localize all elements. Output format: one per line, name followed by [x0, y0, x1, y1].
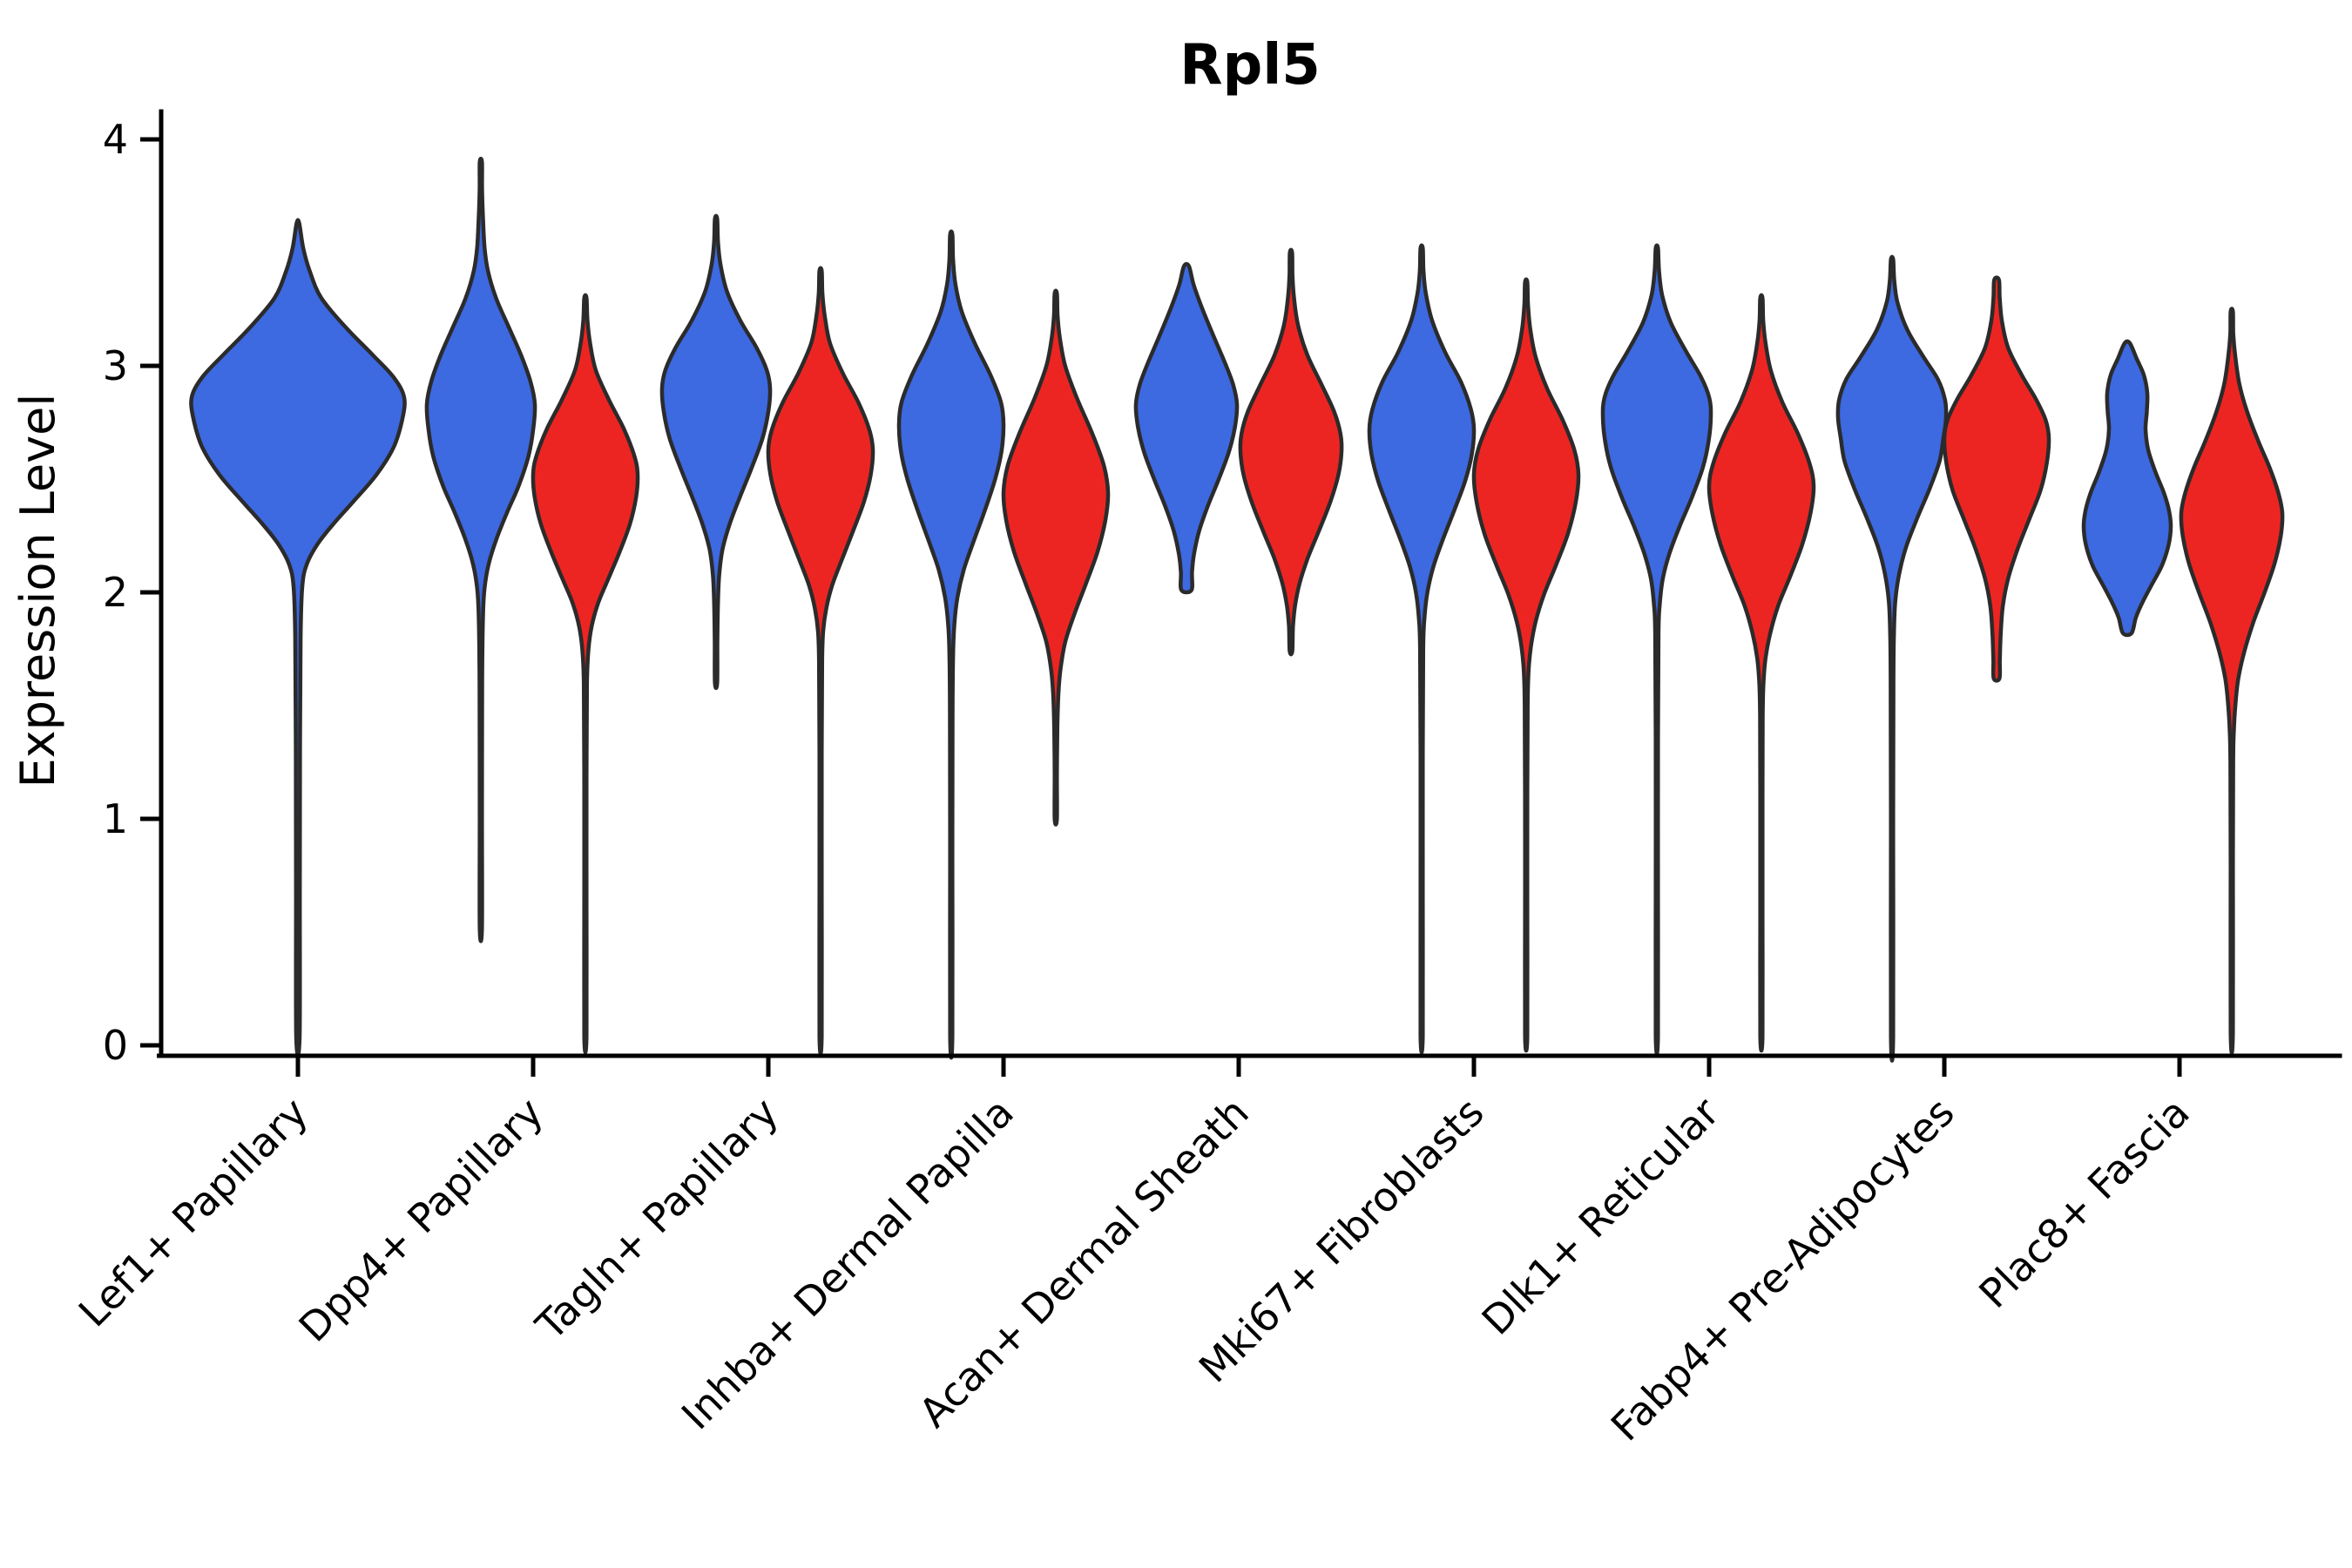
violin-fabp4-pre-adipocytes-blue — [1835, 254, 1949, 1063]
violin-tagln-papillary-red — [766, 266, 875, 1056]
y-tick-label-1: 1 — [103, 795, 128, 842]
y-tick-label-0: 0 — [103, 1022, 128, 1069]
violin-mki67-fibroblasts-blue — [1367, 243, 1477, 1055]
violin-inhba-dermal-papilla-blue — [896, 229, 1006, 1060]
violin-tagln-papillary-blue — [659, 213, 773, 691]
violin-lef1-papillary-blue — [189, 218, 407, 1058]
chart-title: Rpl5 — [1179, 33, 1321, 98]
violin-plac8-fascia-red — [2179, 307, 2285, 1055]
y-axis-label: Expression Level — [10, 394, 65, 788]
violin-acan-dermal-sheath-red — [1238, 247, 1344, 657]
y-tick-label-4: 4 — [103, 116, 128, 163]
violins-layer — [189, 156, 2285, 1063]
violin-dpp4-papillary-blue — [424, 156, 537, 943]
violin-dpp4-papillary-red — [531, 293, 640, 1055]
violin-fabp4-pre-adipocytes-red — [1942, 275, 2051, 683]
x-tick-label-dlk1-reticular: Dlk1+ Reticular — [1473, 1089, 1728, 1344]
x-tick-label-plac8-fascia: Plac8+ Fascia — [1970, 1089, 2198, 1317]
violin-dlk1-reticular-red — [1707, 293, 1816, 1053]
violin-acan-dermal-sheath-blue — [1133, 261, 1240, 595]
violin-mki67-fibroblasts-red — [1471, 277, 1581, 1053]
x-tick-label-lef1-papillary: Lef1+ Papillary — [70, 1089, 317, 1336]
violin-dlk1-reticular-blue — [1600, 243, 1713, 1056]
y-tick-label-3: 3 — [103, 342, 128, 389]
x-tick-label-dpp4-papillary: Dpp4+ Papillary — [290, 1089, 552, 1351]
violin-inhba-dermal-papilla-red — [1001, 288, 1111, 827]
x-tick-label-tagln-papillary: Tagln+ Papillary — [526, 1089, 787, 1350]
violin-plac8-fascia-blue — [2081, 339, 2173, 638]
y-tick-label-2: 2 — [103, 569, 128, 616]
